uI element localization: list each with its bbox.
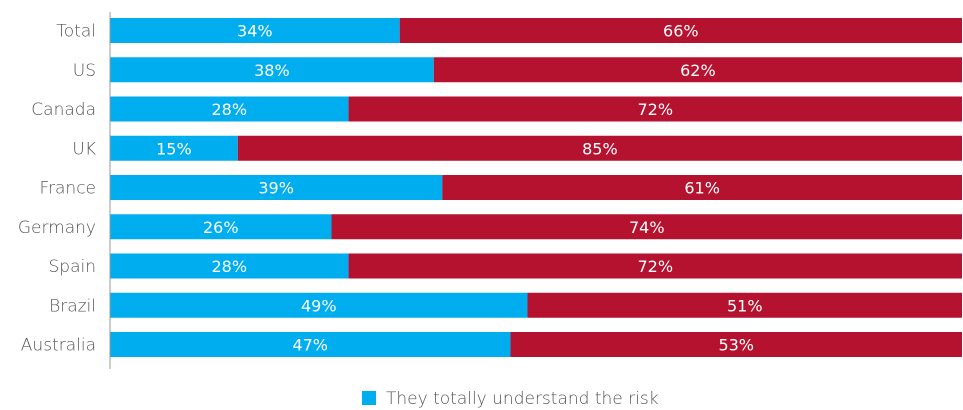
bar-spain-series-1 — [348, 253, 962, 279]
bar-label-australia-series-0: 47% — [292, 336, 328, 355]
legend-label-understand: They totally understand the risk — [386, 389, 659, 409]
bar-total-series-0 — [110, 18, 400, 43]
category-label-us: US — [73, 61, 96, 81]
bar-label-uk-series-0: 15% — [156, 139, 192, 158]
legend: They totally understand the risk — [362, 389, 659, 409]
category-label-uk: UK — [72, 139, 96, 159]
category-label-brazil: Brazil — [49, 296, 96, 316]
category-label-france: France — [39, 179, 96, 199]
category-label-canada: Canada — [31, 100, 96, 120]
bar-us-series-1 — [433, 57, 962, 83]
bar-canada-series-0 — [110, 96, 349, 122]
bar-label-total-series-0: 34% — [237, 22, 273, 41]
bar-australia-series-0 — [110, 332, 511, 357]
bar-germany-series-0 — [110, 214, 332, 240]
bar-canada-series-1 — [348, 96, 962, 122]
legend-swatch-understand — [362, 391, 376, 405]
bar-label-brazil-series-1: 51% — [727, 296, 763, 315]
category-label-total: Total — [56, 22, 96, 42]
category-labels: Total US Canada UK France Germany Spain Brazil A… — [18, 22, 96, 356]
bar-label-spain-series-1: 72% — [637, 257, 673, 276]
bar-total-series-1 — [399, 18, 962, 43]
bar-label-us-series-1: 62% — [680, 61, 716, 80]
bar-label-spain-series-0: 28% — [211, 257, 247, 276]
bar-us-series-0 — [110, 57, 434, 83]
bar-australia-series-1 — [510, 332, 962, 357]
bar-brazil-series-1 — [527, 292, 962, 318]
bar-brazil-series-0 — [110, 292, 528, 318]
bar-value-labels: 34% 66% 38% 62% 28% 72% 15% 85% 39% 61% 26% 74% 28% 7… — [156, 22, 762, 355]
bar-uk-series-0 — [110, 135, 238, 161]
category-label-spain: Spain — [49, 257, 97, 277]
bars-group — [110, 18, 963, 357]
bar-label-germany-series-1: 74% — [629, 218, 665, 237]
bar-spain-series-0 — [110, 253, 349, 279]
bar-label-canada-series-0: 28% — [211, 100, 247, 119]
bar-label-canada-series-1: 72% — [637, 100, 673, 119]
bar-label-france-series-1: 61% — [684, 179, 720, 198]
bar-label-australia-series-1: 53% — [718, 336, 754, 355]
bar-label-germany-series-0: 26% — [203, 218, 239, 237]
bar-germany-series-1 — [331, 214, 962, 240]
bar-france-series-1 — [442, 175, 962, 200]
bar-label-france-series-0: 39% — [258, 179, 294, 198]
bar-label-total-series-1: 66% — [663, 22, 699, 41]
bar-label-uk-series-1: 85% — [582, 139, 618, 158]
bar-label-us-series-0: 38% — [254, 61, 290, 80]
bar-uk-series-1 — [237, 135, 963, 161]
category-label-australia: Australia — [21, 336, 96, 356]
category-label-germany: Germany — [18, 218, 96, 238]
bar-france-series-0 — [110, 175, 443, 200]
bar-label-brazil-series-0: 49% — [301, 296, 337, 315]
